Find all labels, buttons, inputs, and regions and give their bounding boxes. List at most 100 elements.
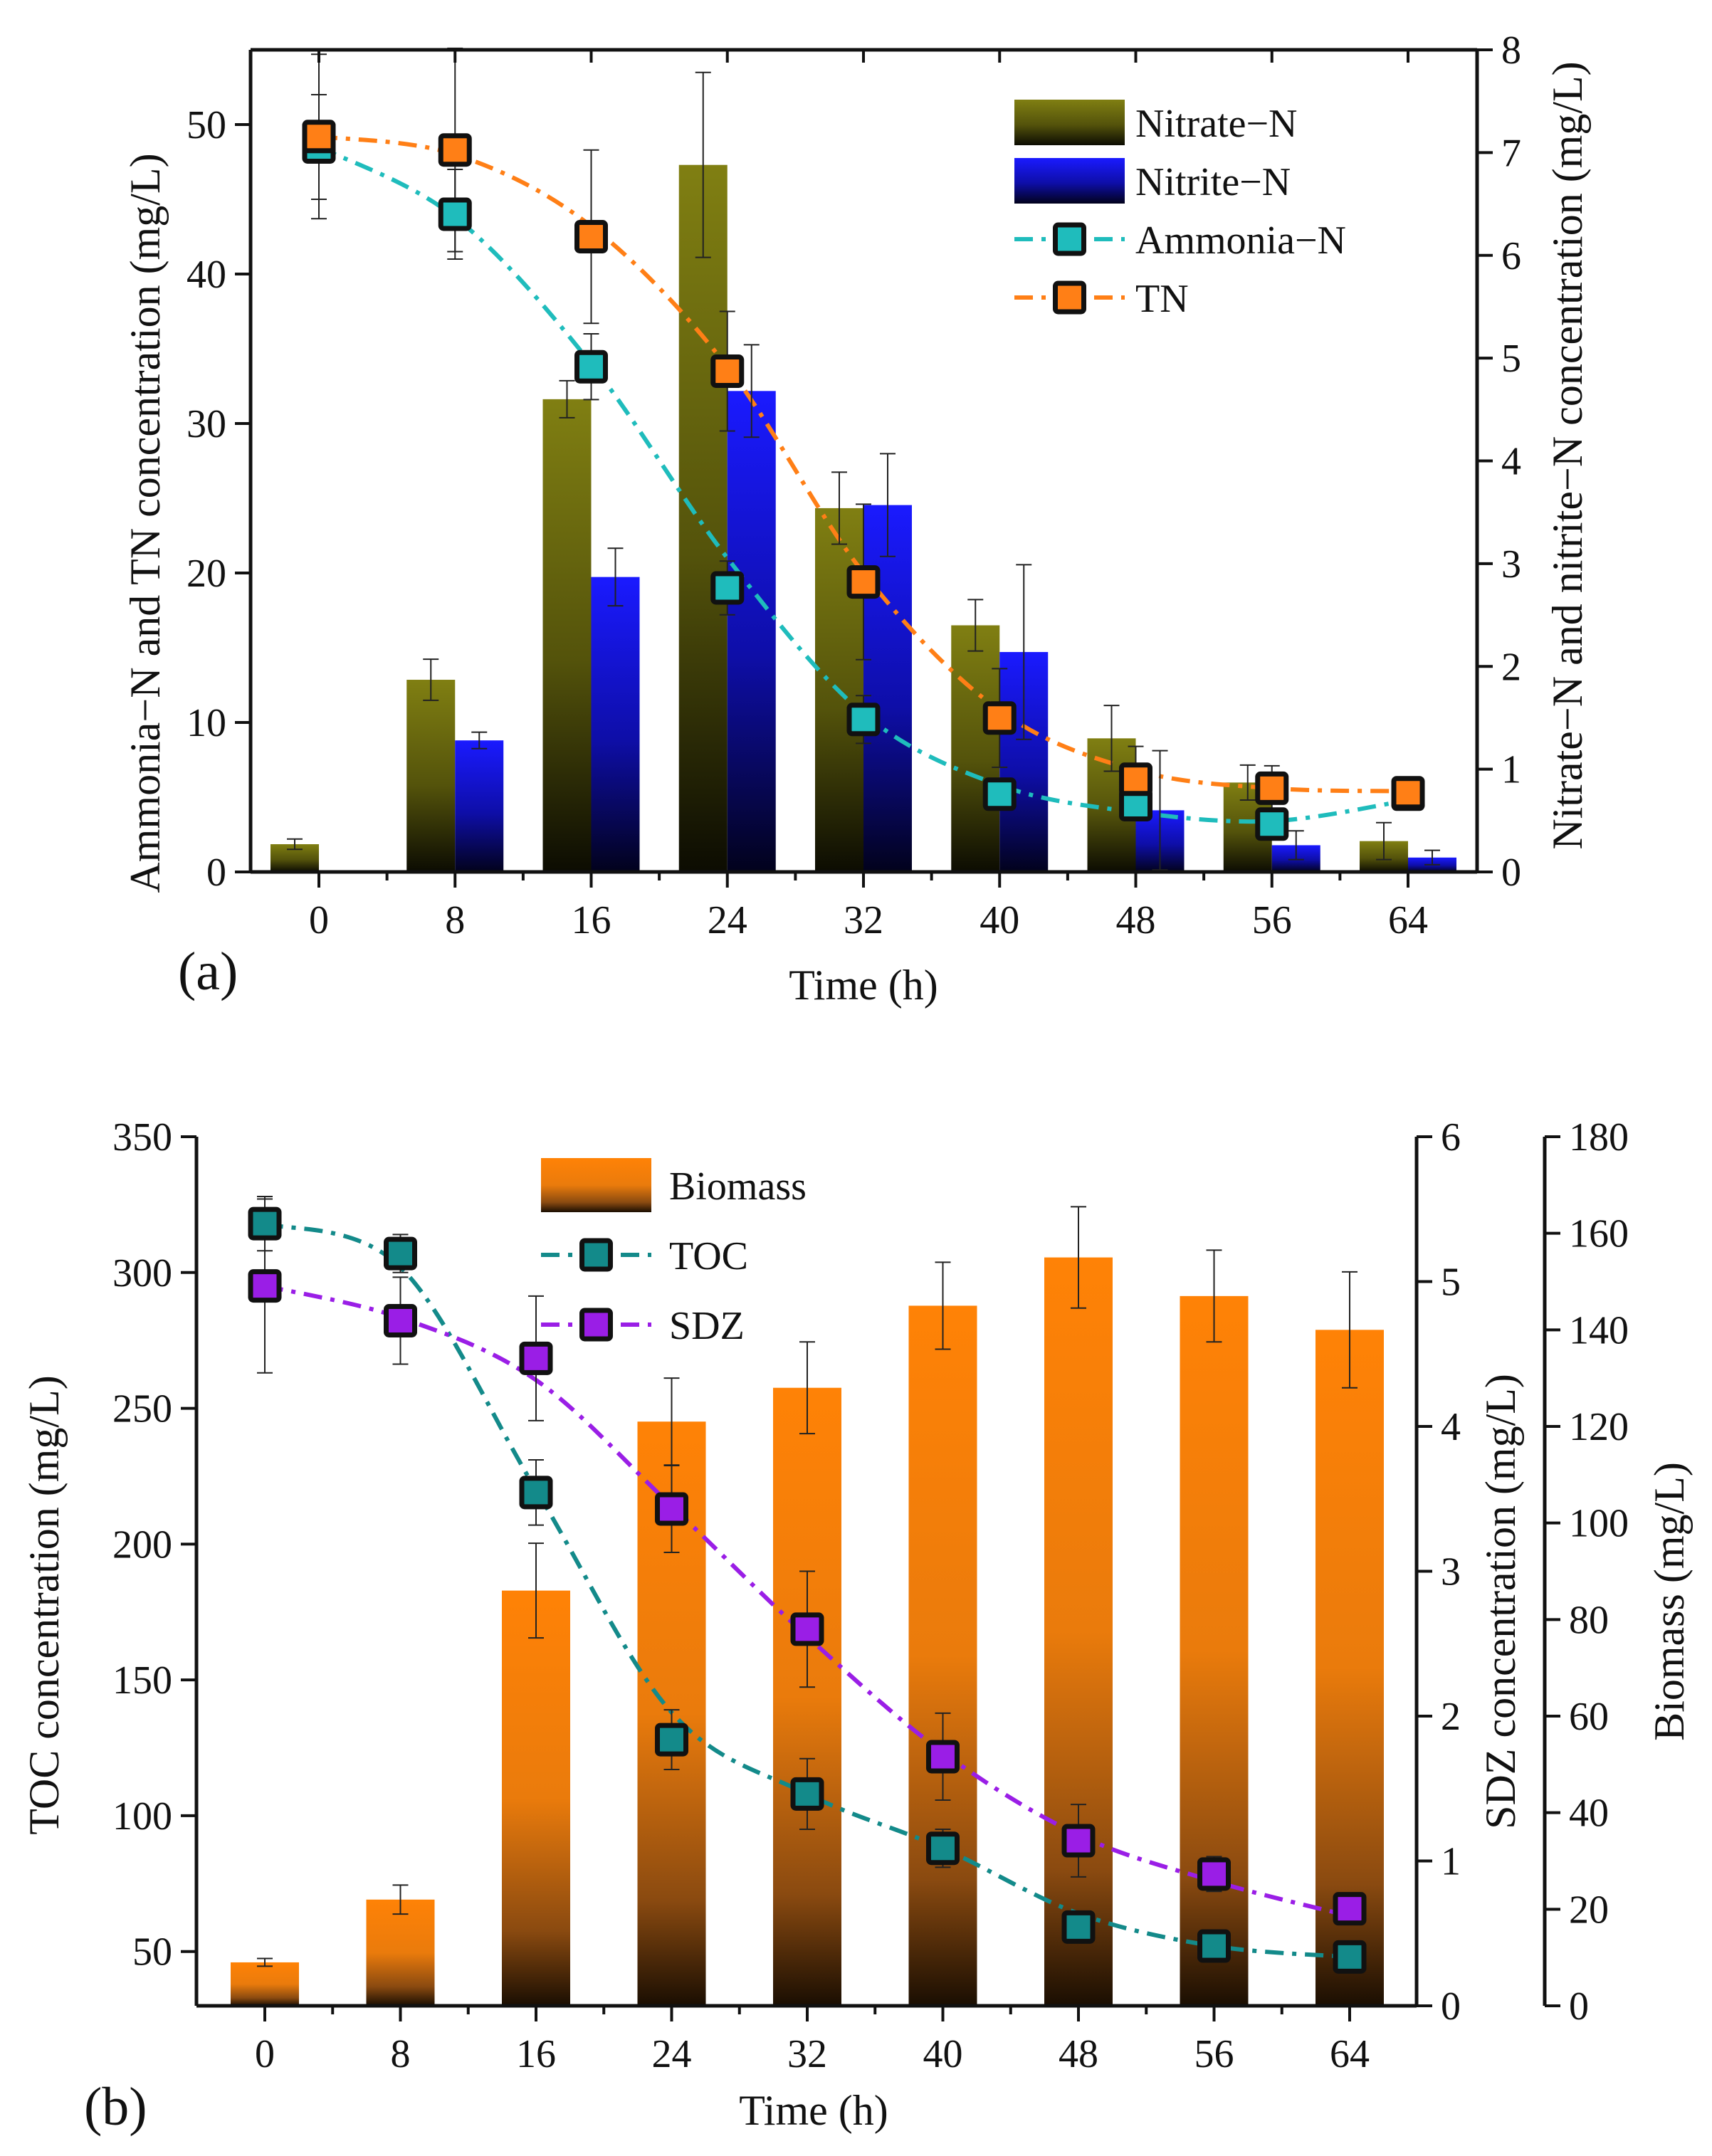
- bar-biomass: [366, 1899, 435, 2006]
- x-tick-label: 32: [844, 898, 883, 942]
- markers: [248, 1206, 1367, 1974]
- legend: Biomass TOC SDZ: [541, 1158, 807, 1348]
- x-tick-label: 48: [1059, 2032, 1098, 2076]
- right-axis-tick-label: 0: [1501, 851, 1521, 895]
- right-axis-tick-label: 7: [1501, 131, 1521, 175]
- right-axis-tick-label: 8: [1501, 28, 1521, 73]
- right2-axis-tick-label: 40: [1569, 1792, 1609, 1836]
- bar-nitrate-n: [678, 164, 728, 872]
- marker-toc: [1197, 1929, 1231, 1963]
- fit-curve-tn: [318, 134, 1409, 794]
- x-axis-label: Time (h): [789, 962, 938, 1009]
- right-axis-label: SDZ concentration (mg/L): [1477, 1374, 1524, 1829]
- marker-tn: [710, 354, 745, 388]
- bar-biomass: [773, 1387, 841, 2006]
- fit-curves: [264, 1221, 1350, 1960]
- bar-biomass: [231, 1962, 299, 2006]
- right-axis-tick-label: 5: [1501, 337, 1521, 381]
- x-tick-label: 64: [1388, 898, 1428, 942]
- marker-ammonia-n: [574, 349, 608, 384]
- marker-tn: [574, 220, 608, 253]
- marker-toc: [248, 1206, 282, 1241]
- legend-label-biomass: Biomass: [669, 1164, 807, 1209]
- x-tick-label: 40: [980, 898, 1019, 942]
- marker-sdz: [655, 1492, 688, 1526]
- right-axis-tick-label: 6: [1441, 1115, 1461, 1159]
- marker-tn: [438, 133, 472, 167]
- legend: Nitrate−N Nitrite−N Ammonia−N TN: [1014, 100, 1346, 321]
- right-axis-tick-label: 1: [1441, 1840, 1461, 1884]
- right2-axis-label: Biomass (mg/L): [1646, 1462, 1693, 1741]
- x-tick-label: 8: [391, 2032, 411, 2076]
- x-tick-label: 48: [1116, 898, 1156, 942]
- left-axis-tick-label: 20: [187, 552, 226, 596]
- left-axis-tick-label: 50: [187, 103, 226, 147]
- marker-sdz: [926, 1740, 960, 1774]
- bar-biomass: [1180, 1295, 1249, 2006]
- right2-axis-tick-label: 120: [1569, 1405, 1629, 1449]
- right2-axis-tick-label: 0: [1569, 1984, 1589, 2029]
- fit-curve-toc: [264, 1221, 1350, 1960]
- marker-tn: [302, 120, 336, 154]
- marker-sdz: [790, 1612, 824, 1646]
- right2-axis-tick-label: 60: [1569, 1695, 1609, 1739]
- marker-toc: [1333, 1940, 1367, 1974]
- marker-toc: [1061, 1910, 1096, 1944]
- x-tick-label: 24: [652, 2032, 692, 2076]
- x-tick-label: 40: [923, 2032, 963, 2076]
- marker-ammonia-n: [1255, 807, 1289, 841]
- legend-label-sdz: SDZ: [669, 1304, 745, 1348]
- left-axis-tick-label: 40: [187, 253, 226, 297]
- marker-toc: [519, 1476, 553, 1510]
- left-axis-tick-label: 150: [112, 1658, 172, 1703]
- bar-nitrate-n: [542, 399, 592, 872]
- bar-nitrate-n: [951, 625, 1000, 872]
- right-axis-tick-label: 2: [1441, 1695, 1461, 1739]
- right2-axis-tick-label: 20: [1569, 1888, 1609, 1932]
- legend-label-toc: TOC: [669, 1234, 748, 1278]
- bar-nitrite-n: [455, 740, 504, 872]
- left-axis-tick-label: 350: [112, 1115, 172, 1159]
- left-axis-label: Ammonia−N and TN concentration (mg/L): [122, 153, 169, 893]
- legend-marker-ammonia-n: [1053, 222, 1086, 256]
- marker-sdz: [1061, 1824, 1096, 1858]
- chart-panel-b: 0 8 16 24 32 40 48 56 64501001502002503003500123…: [21, 1115, 1693, 2137]
- marker-sdz: [519, 1341, 553, 1375]
- panel-label-a: (a): [178, 942, 238, 1001]
- left-axis-tick-label: 10: [187, 701, 226, 745]
- right-axis-tick-label: 1: [1501, 748, 1521, 792]
- left-axis-tick-label: 50: [132, 1930, 172, 1974]
- marker-tn: [846, 565, 881, 599]
- x-tick-label: 0: [255, 2032, 275, 2076]
- right-axis-tick-label: 3: [1501, 542, 1521, 587]
- marker-tn: [982, 701, 1017, 735]
- left-axis-tick-label: 100: [112, 1794, 172, 1839]
- left-axis-tick-label: 30: [187, 402, 226, 446]
- marker-toc: [926, 1831, 960, 1866]
- marker-tn: [1119, 762, 1152, 796]
- right2-axis-tick-label: 180: [1569, 1115, 1629, 1159]
- legend-marker-tn: [1053, 280, 1086, 315]
- left-axis-tick-label: 200: [112, 1523, 172, 1567]
- left-axis-tick-label: 0: [206, 851, 226, 895]
- bar-nitrite-n: [727, 391, 776, 872]
- bar-nitrite-n: [591, 577, 640, 872]
- bar-nitrate-n: [406, 680, 456, 872]
- right-axis-tick-label: 6: [1501, 234, 1521, 278]
- x-tick-label: 24: [708, 898, 747, 942]
- legend-swatch-biomass: [541, 1158, 651, 1212]
- bar-nitrite-n: [863, 505, 912, 872]
- marker-sdz: [248, 1269, 282, 1303]
- right2-axis-tick-label: 80: [1569, 1598, 1609, 1642]
- x-tick-label: 64: [1330, 2032, 1370, 2076]
- x-tick-label: 16: [516, 2032, 556, 2076]
- marker-toc: [384, 1236, 417, 1271]
- marker-ammonia-n: [710, 571, 745, 605]
- error-bars: [257, 1195, 1357, 1967]
- legend-label-tn: TN: [1135, 277, 1189, 321]
- right-axis-tick-label: 2: [1501, 645, 1521, 689]
- legend-label-ammonia-n: Ammonia−N: [1135, 219, 1346, 263]
- bar-biomass: [1044, 1257, 1113, 2006]
